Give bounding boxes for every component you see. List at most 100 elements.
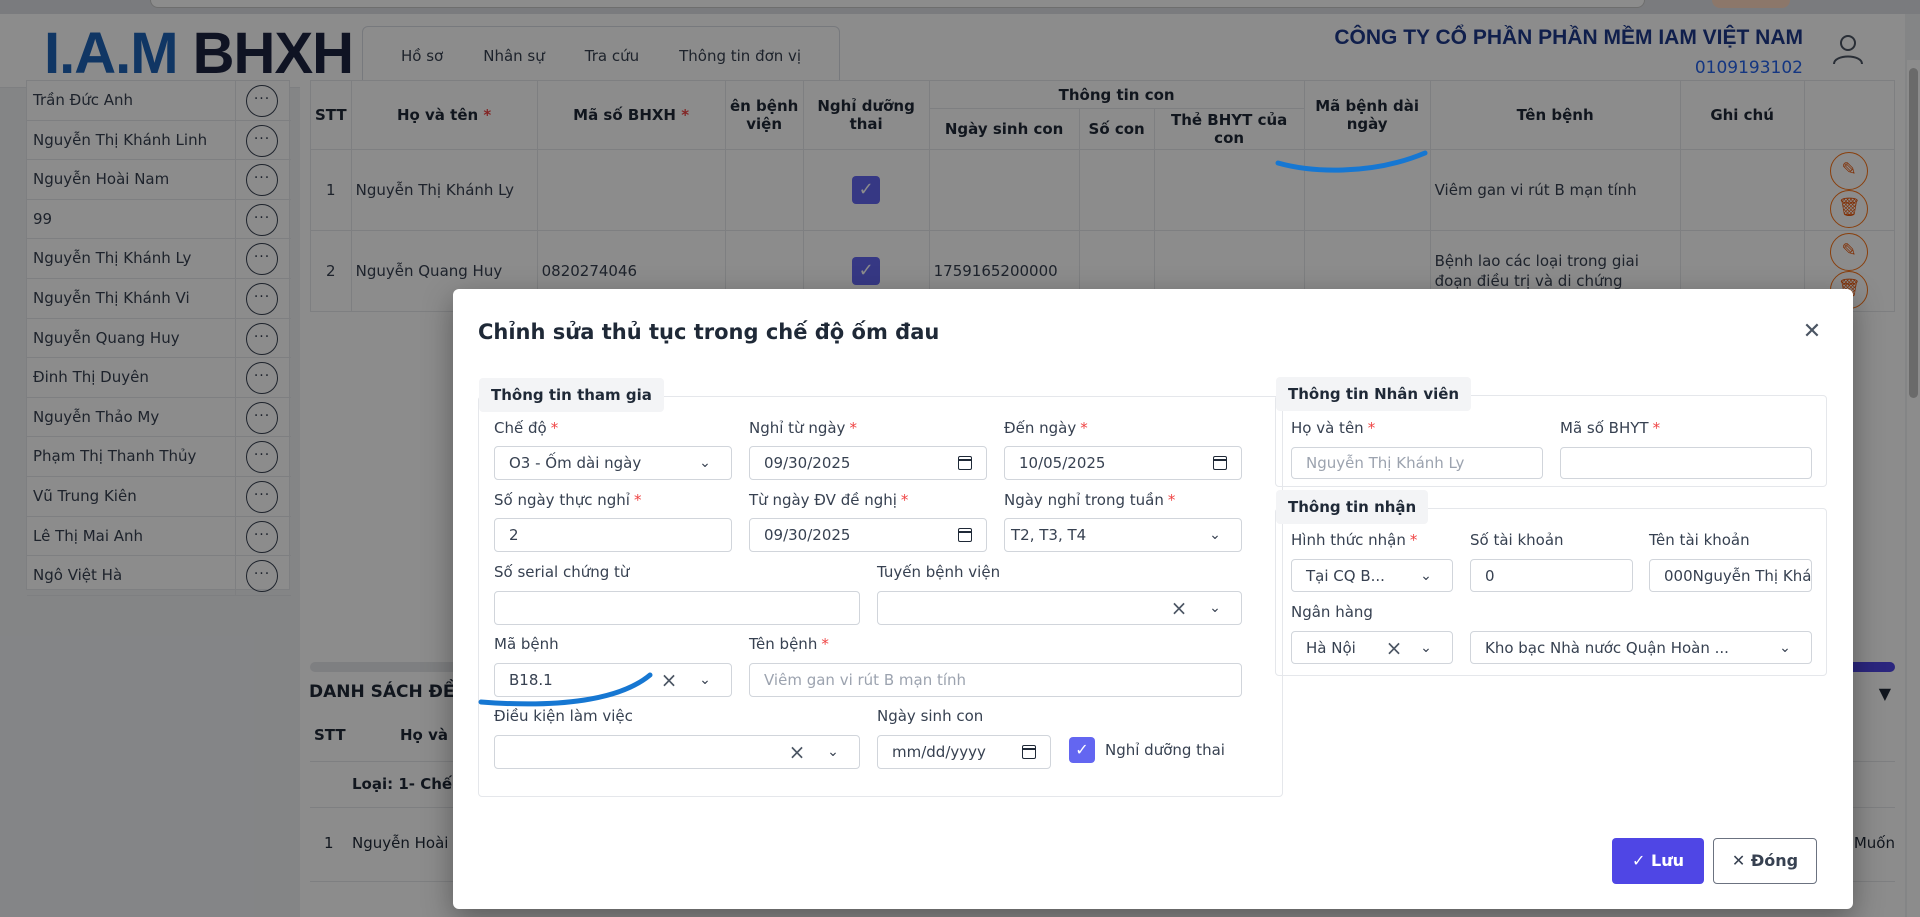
receive-legend: Thông tin nhận xyxy=(1276,490,1429,524)
chevron-down-icon[interactable]: ⌄ xyxy=(1209,527,1221,543)
ten-tai-khoan-input[interactable]: 000Nguyễn Thị Khá xyxy=(1649,559,1812,592)
calendar-icon[interactable] xyxy=(1022,745,1036,759)
more-options-icon[interactable]: ··· xyxy=(246,164,278,197)
trash-icon[interactable]: 🗑 xyxy=(1830,190,1869,228)
tu-ngay-dv-input[interactable]: 09/30/2025 xyxy=(749,518,987,552)
chevron-down-icon[interactable]: ⌄ xyxy=(699,672,711,688)
calendar-icon[interactable] xyxy=(958,456,972,470)
sidebar-item[interactable]: Lê Thị Mai Anh ··· xyxy=(27,516,291,557)
sidebar-item[interactable]: Nguyễn Thị Khánh Ly ··· xyxy=(27,239,291,279)
section2-stt-header: STT xyxy=(314,726,346,744)
chi-nhanh-select[interactable]: Kho bạc Nhà nước Quận Hoàn ... ⌄ xyxy=(1470,631,1812,664)
ma-bhyt-input[interactable] xyxy=(1560,447,1812,479)
hinh-thuc-nhan-select[interactable]: Tại CQ B... ⌄ xyxy=(1291,559,1453,592)
nav-nhan-su[interactable]: Nhân sự xyxy=(483,47,545,65)
close-button[interactable]: ✕ Đóng xyxy=(1713,838,1817,884)
ten-benh-label: Tên bệnh * xyxy=(749,635,829,653)
tuyen-benh-vien-select[interactable]: × ⌄ xyxy=(877,591,1242,625)
so-ngay-thuc-nghi-input[interactable]: 2 xyxy=(494,518,732,552)
nghi-tu-ngay-input[interactable]: 09/30/2025 xyxy=(749,446,987,480)
sidebar-item[interactable]: Nguyễn Thị Khánh Linh ··· xyxy=(27,120,291,161)
ma-benh-value: B18.1 xyxy=(509,671,553,689)
chevron-down-icon[interactable]: ⌄ xyxy=(1420,568,1432,584)
sidebar-item[interactable]: Phạm Thị Thanh Thủy ··· xyxy=(27,437,291,477)
more-options-icon[interactable]: ··· xyxy=(246,203,278,236)
chevron-down-icon[interactable]: ⌄ xyxy=(1209,600,1221,616)
more-options-icon[interactable]: ··· xyxy=(246,283,278,315)
scrollbar-thumb[interactable] xyxy=(1835,662,1895,672)
sidebar-item[interactable]: Nguyễn Quang Huy ··· xyxy=(27,318,291,359)
sidebar-item[interactable]: Nguyễn Hoài Nam ··· xyxy=(27,160,291,200)
sidebar-divider xyxy=(235,239,236,278)
app-logo[interactable]: I.A.M BHXH xyxy=(44,20,354,87)
ho-ten-input[interactable]: Nguyễn Thị Khánh Ly xyxy=(1291,447,1543,479)
ma-benh-label: Mã bệnh xyxy=(494,635,559,653)
section2-collapse-icon[interactable]: ▼ xyxy=(1878,684,1891,703)
ho-ten-value: Nguyễn Thị Khánh Ly xyxy=(1306,454,1465,472)
nghi-duong-thai-checkbox[interactable]: ✓ xyxy=(1069,737,1095,763)
clear-icon[interactable]: × xyxy=(1170,596,1188,620)
ten-benh-input[interactable]: Viêm gan vi rút B mạn tính xyxy=(749,663,1242,697)
user-account-icon[interactable] xyxy=(1831,32,1865,66)
more-options-icon[interactable]: ··· xyxy=(246,124,278,157)
save-button[interactable]: ✓ Lưu xyxy=(1612,838,1704,884)
chevron-down-icon[interactable]: ⌄ xyxy=(827,744,839,760)
checkbox-checked-icon[interactable]: ✓ xyxy=(852,176,881,204)
sidebar-item[interactable]: Nguyễn Thị Khánh Vi ··· xyxy=(27,279,291,319)
checkbox-checked-icon[interactable]: ✓ xyxy=(852,257,881,285)
page-vertical-scrollbar[interactable] xyxy=(1907,60,1920,917)
nav-tra-cuu[interactable]: Tra cứu xyxy=(584,47,640,65)
sidebar-item-label: Phạm Thị Thanh Thủy xyxy=(33,447,197,466)
section2-row-right: Muốn xyxy=(1853,834,1895,852)
sidebar-item-label: Ngô Việt Hà xyxy=(33,566,123,585)
nav-ho-so[interactable]: Hồ sơ xyxy=(401,47,444,65)
sidebar-item[interactable]: Đinh Thị Duyên ··· xyxy=(27,358,291,398)
table-row[interactable]: 1 Nguyễn Thị Khánh Ly ✓ Viêm gan vi rút … xyxy=(310,149,1895,231)
calendar-icon[interactable] xyxy=(958,528,972,542)
dialog-title: Chỉnh sửa thủ tục trong chế độ ốm đau xyxy=(478,320,940,344)
chevron-down-icon[interactable]: ⌄ xyxy=(699,455,711,471)
more-options-icon[interactable]: ··· xyxy=(246,243,278,276)
ngay-nghi-tuan-select[interactable]: T2, T3, T4 ⌄ xyxy=(1004,518,1242,552)
dieu-kien-select[interactable]: × ⌄ xyxy=(494,735,860,769)
check-icon: ✓ xyxy=(1632,851,1646,870)
more-options-icon[interactable]: ··· xyxy=(246,322,278,355)
so-serial-input[interactable] xyxy=(494,591,860,625)
chevron-down-icon[interactable]: ⌄ xyxy=(1420,640,1432,656)
col-actions xyxy=(1803,80,1895,150)
calendar-icon[interactable] xyxy=(1213,456,1227,470)
more-options-icon[interactable]: ··· xyxy=(246,560,278,593)
edit-sick-leave-dialog: Chỉnh sửa thủ tục trong chế độ ốm đau ✕ … xyxy=(453,289,1853,909)
sidebar-item[interactable]: Vũ Trung Kiên ··· xyxy=(27,477,291,517)
more-options-icon[interactable]: ··· xyxy=(246,441,278,474)
ma-benh-select[interactable]: B18.1 × ⌄ xyxy=(494,663,732,697)
browser-extension-pill[interactable] xyxy=(1712,0,1790,8)
more-options-icon[interactable]: ··· xyxy=(246,481,278,513)
che-do-select[interactable]: O3 - Ốm dài ngày ⌄ xyxy=(494,446,732,480)
clear-icon[interactable]: × xyxy=(660,668,678,692)
sidebar-divider xyxy=(235,279,236,318)
den-ngay-input[interactable]: 10/05/2025 xyxy=(1004,446,1242,480)
nav-thong-tin-don-vi[interactable]: Thông tin đơn vị xyxy=(679,47,802,65)
ngay-sinh-con-input[interactable]: mm/dd/yyyy xyxy=(877,735,1051,769)
sidebar-divider xyxy=(235,81,236,120)
employee-sidebar: Trần Đức Anh ··· Nguyễn Thị Khánh Linh ··· N… xyxy=(26,80,291,596)
ngan-hang-value: Hà Nội xyxy=(1306,639,1356,657)
more-options-icon[interactable]: ··· xyxy=(246,520,278,553)
sidebar-item[interactable]: Trần Đức Anh ··· xyxy=(27,81,291,121)
more-options-icon[interactable]: ··· xyxy=(246,85,278,117)
so-tai-khoan-input[interactable]: 0 xyxy=(1470,559,1633,592)
more-options-icon[interactable]: ··· xyxy=(246,362,278,395)
chevron-down-icon[interactable]: ⌄ xyxy=(1779,640,1791,656)
sidebar-item[interactable]: Nguyễn Thảo My ··· xyxy=(27,397,291,438)
close-icon[interactable]: ✕ xyxy=(1802,319,1822,344)
more-options-icon[interactable]: ··· xyxy=(246,401,278,434)
sidebar-item[interactable]: 99 ··· xyxy=(27,199,291,240)
clear-icon[interactable]: × xyxy=(788,740,806,764)
nghi-duong-thai-label: Nghỉ dưỡng thai xyxy=(1105,741,1225,759)
clear-icon[interactable]: × xyxy=(1385,636,1403,660)
che-do-label: Chế độ * xyxy=(494,419,559,437)
ngan-hang-select[interactable]: Hà Nội × ⌄ xyxy=(1291,631,1453,664)
sidebar-item[interactable]: Ngô Việt Hà ··· xyxy=(27,556,291,596)
scrollbar-thumb[interactable] xyxy=(1909,68,1918,398)
